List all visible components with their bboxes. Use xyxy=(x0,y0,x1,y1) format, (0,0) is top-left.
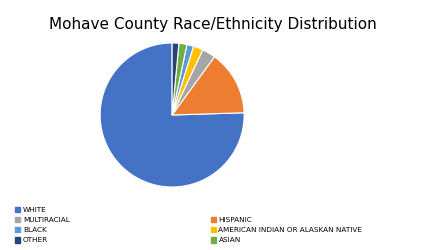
Text: Mohave County Race/Ethnicity Distribution: Mohave County Race/Ethnicity Distributio… xyxy=(48,18,377,32)
Wedge shape xyxy=(172,57,244,115)
Wedge shape xyxy=(172,43,179,115)
Wedge shape xyxy=(172,43,187,115)
Wedge shape xyxy=(100,43,244,187)
Wedge shape xyxy=(172,46,203,115)
Wedge shape xyxy=(172,50,215,115)
Legend: HISPANIC, AMERICAN INDIAN OR ALASKAN NATIVE, ASIAN: HISPANIC, AMERICAN INDIAN OR ALASKAN NAT… xyxy=(207,214,366,246)
Wedge shape xyxy=(172,44,193,115)
Legend: WHITE, MULTIRACIAL, BLACK, OTHER: WHITE, MULTIRACIAL, BLACK, OTHER xyxy=(12,204,73,246)
